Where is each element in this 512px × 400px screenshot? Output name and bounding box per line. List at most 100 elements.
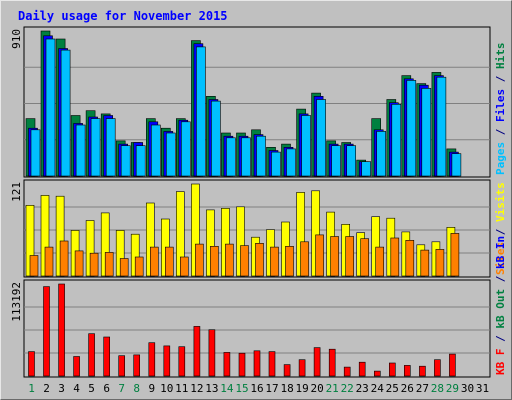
x-tick-label-2: 2 [43,382,50,395]
bar-pages-day-4 [75,124,86,177]
bar-sites-day-29 [450,233,460,277]
bar-pages-day-2 [45,38,56,177]
bar-kb-f-day-24 [373,370,381,377]
legend-entry: Sites [494,242,507,275]
bar-pages-day-12 [196,46,206,177]
bar-pages-day-28 [436,76,447,177]
bar-sites-day-17 [270,246,279,277]
bar-sites-day-3 [59,240,69,277]
bar-kb-f-day-6 [103,336,110,377]
bar-pages-day-21 [331,145,341,177]
bar-kb-f-day-16 [253,350,261,377]
x-tick-label-25: 25 [386,382,399,395]
x-tick-label-22: 22 [341,382,354,395]
x-tick-label-14: 14 [220,382,234,395]
bar-pages-day-13 [211,100,221,177]
bar-kb-f-day-4 [73,356,80,377]
bar-sites-day-19 [300,241,309,277]
x-tick-label-20: 20 [310,382,323,395]
chart-title: Daily usage for November 2015 [18,9,228,23]
bar-kb-f-day-27 [419,365,426,377]
bar-sites-day-15 [240,245,249,277]
x-tick-label-9: 9 [148,382,155,395]
bar-pages-day-8 [135,145,146,177]
bar-kb-f-day-5 [88,333,95,377]
bar-sites-day-4 [74,250,84,277]
x-tick-label-15: 15 [235,382,248,395]
legend-entry: kB Out [494,289,507,329]
bar-sites-day-6 [104,252,114,277]
bar-sites-day-24 [375,246,385,277]
bar-sites-day-18 [285,246,294,277]
bar-pages-day-6 [105,118,116,177]
legend-entry: KB F [494,349,507,376]
bar-kb-f-day-13 [208,329,216,377]
x-tick-label-11: 11 [175,382,188,395]
x-tick-label-26: 26 [401,382,414,395]
bar-kb-f-day-2 [43,286,50,377]
x-tick-label-8: 8 [133,382,140,395]
bar-pages-day-3 [60,49,71,177]
bar-pages-day-24 [376,131,387,177]
bar-kb-f-day-20 [313,347,321,377]
bar-kb-f-day-21 [328,348,336,377]
x-tick-label-1: 1 [28,382,35,395]
legend-entry: / [494,69,507,89]
legend-entry: / [494,122,507,142]
bar-kb-f-day-23 [358,361,366,377]
bar-kb-f-day-3 [58,283,65,377]
bar-pages-day-1 [30,129,41,177]
bar-sites-day-25 [390,237,400,277]
x-tick-label-5: 5 [88,382,95,395]
bar-sites-day-11 [180,256,189,277]
panel-kbytes: 113192 KB F / kB Out / kB In [10,236,507,378]
legend-entry: / [494,329,507,349]
bar-kb-f-day-25 [388,362,396,377]
bar-pages-day-14 [226,137,236,177]
bar-sites-day-22 [345,236,355,277]
bar-pages-day-23 [361,161,372,177]
legend-entry: Files [494,89,507,122]
bar-sites-day-28 [435,249,445,277]
x-tick-label-16: 16 [250,382,263,395]
bar-pages-day-10 [166,132,176,177]
bar-pages-day-18 [286,148,296,177]
y-max-label: 910 [10,29,23,49]
series-legend: KB F / kB Out / kB In [494,236,507,375]
x-tick-label-10: 10 [160,382,173,395]
bar-pages-day-19 [301,115,311,177]
bar-pages-day-11 [181,121,191,177]
bar-sites-day-1 [29,255,39,277]
legend-entry: / [494,222,507,242]
bar-kb-f-day-11 [178,346,186,377]
bar-kb-f-day-10 [163,345,171,377]
x-tick-label-13: 13 [205,382,218,395]
bar-kb-f-day-8 [133,354,140,377]
y-max-label: 121 [10,182,23,202]
bar-kb-f-day-29 [449,353,456,377]
legend-entry: kB In [494,236,507,269]
bar-kb-f-day-1 [28,351,35,377]
bar-kb-f-day-15 [238,352,246,377]
x-tick-label-24: 24 [371,382,385,395]
bar-sites-day-20 [315,234,324,277]
x-tick-label-30: 30 [461,382,474,395]
series-legend: Pages / Files / Hits [494,43,507,176]
bar-kb-f-day-12 [193,326,201,377]
panel-visits-sites: 121 Sites / Visits [10,179,507,278]
bar-sites-day-9 [150,246,159,277]
bar-pages-day-9 [151,124,161,177]
bar-sites-day-23 [360,238,370,277]
bar-sites-day-27 [420,249,430,277]
bar-sites-day-2 [44,246,54,277]
bar-pages-day-7 [120,145,131,177]
bar-kb-f-day-28 [434,359,441,377]
legend-entry: Pages [494,142,507,175]
x-tick-label-31: 31 [476,382,489,395]
legend-entry: Visits [494,182,507,222]
bar-pages-day-26 [406,80,417,177]
bar-kb-f-day-18 [283,364,291,377]
bar-pages-day-20 [316,99,326,177]
x-tick-label-3: 3 [58,382,65,395]
